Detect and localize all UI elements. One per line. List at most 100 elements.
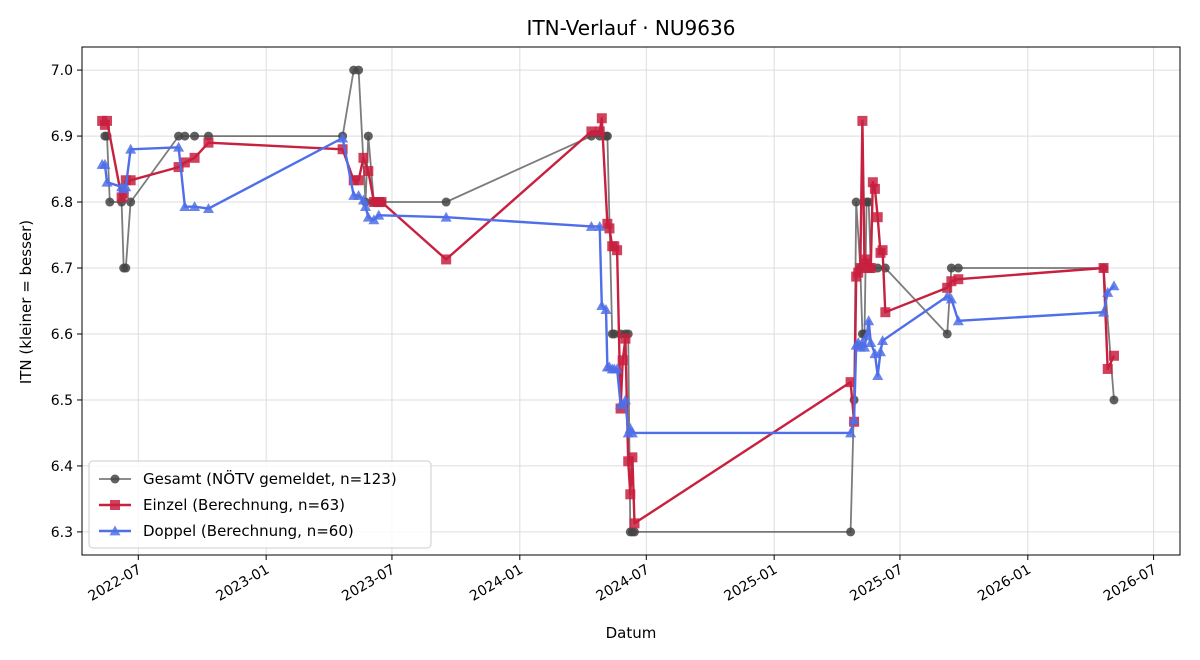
data-point-einzel	[953, 274, 964, 285]
data-point-doppel	[611, 363, 623, 374]
data-point-doppel	[626, 427, 638, 438]
plot-frame	[81, 46, 1181, 556]
data-point-einzel	[363, 166, 374, 177]
data-point-doppel	[189, 201, 201, 212]
data-point-einzel	[617, 355, 628, 366]
data-point-doppel	[848, 414, 860, 425]
data-point-einzel	[358, 152, 369, 163]
data-point-einzel	[102, 115, 113, 126]
data-point-gesamt	[851, 197, 861, 207]
data-point-doppel	[362, 211, 374, 222]
data-point-gesamt	[629, 527, 639, 537]
data-point-doppel	[594, 220, 606, 231]
data-point-gesamt	[942, 329, 952, 339]
data-point-einzel	[946, 276, 957, 287]
data-point-doppel	[357, 194, 369, 205]
data-point-gesamt	[946, 263, 956, 273]
data-point-einzel	[604, 223, 615, 234]
data-point-einzel	[376, 197, 387, 208]
data-point-einzel	[441, 254, 452, 265]
y-tick-label: 6.3	[51, 525, 73, 541]
data-point-doppel	[120, 181, 132, 192]
data-point-einzel	[629, 518, 640, 529]
legend-label-doppel: Doppel (Berechnung, n=60)	[143, 522, 354, 540]
data-point-doppel	[360, 201, 372, 212]
legend-label-einzel: Einzel (Berechnung, n=63)	[143, 496, 345, 514]
series-layer	[96, 65, 1120, 537]
data-point-doppel	[872, 370, 884, 380]
data-point-gesamt	[846, 527, 856, 537]
y-tick-label: 6.4	[51, 459, 73, 475]
data-point-einzel	[869, 183, 880, 194]
legend-label-gesamt: Gesamt (NÖTV gemeldet, n=123)	[143, 469, 397, 488]
data-point-gesamt	[363, 131, 373, 141]
data-point-doppel	[1098, 306, 1110, 317]
y-axis-title: ITN (kleiner = besser)	[17, 220, 35, 384]
legend-marker-gesamt	[110, 474, 120, 484]
data-point-doppel	[600, 304, 612, 314]
data-point-doppel	[865, 337, 877, 347]
data-point-doppel	[179, 201, 191, 212]
data-point-einzel	[203, 137, 214, 148]
chart-title: ITN-Verlauf · NU9636	[527, 16, 736, 40]
data-point-einzel	[1098, 263, 1109, 274]
data-point-gesamt	[1109, 395, 1119, 405]
data-point-einzel	[1102, 363, 1113, 374]
data-point-einzel	[1108, 350, 1119, 361]
legend: Gesamt (NÖTV gemeldet, n=123) Einzel (Ber…	[88, 460, 432, 549]
data-point-doppel	[202, 203, 214, 214]
data-point-einzel	[118, 188, 129, 199]
data-point-doppel	[845, 427, 857, 438]
data-point-einzel	[867, 177, 878, 188]
data-point-doppel	[952, 315, 964, 326]
data-point-doppel	[619, 394, 631, 405]
data-point-doppel	[337, 132, 349, 143]
data-point-einzel	[627, 452, 638, 463]
data-point-gesamt	[190, 131, 200, 141]
data-point-gesamt	[441, 197, 451, 207]
data-point-doppel	[863, 315, 875, 326]
data-point-einzel	[179, 157, 190, 168]
y-tick-label: 6.7	[51, 261, 73, 277]
y-tick-label: 6.8	[51, 195, 73, 211]
data-point-gesamt	[174, 131, 184, 141]
data-point-einzel	[625, 489, 636, 500]
data-point-einzel	[189, 152, 200, 163]
data-point-einzel	[845, 377, 856, 388]
data-point-doppel	[101, 176, 113, 187]
data-point-einzel	[125, 175, 136, 186]
data-point-einzel	[353, 175, 364, 186]
x-axis-title: Datum	[606, 624, 657, 642]
data-point-doppel	[353, 189, 365, 200]
data-point-einzel	[620, 333, 631, 344]
data-point-doppel	[1108, 280, 1120, 291]
data-point-doppel	[861, 330, 873, 341]
data-point-einzel	[612, 245, 623, 256]
data-point-doppel	[173, 141, 185, 152]
data-point-doppel	[1102, 286, 1114, 297]
data-point-einzel	[586, 126, 597, 137]
y-tick-label: 7.0	[51, 63, 73, 79]
data-point-gesamt	[126, 197, 136, 207]
data-point-gesamt	[121, 263, 131, 273]
data-point-einzel	[596, 113, 607, 124]
grid-layer	[82, 47, 1180, 555]
legend-box	[88, 460, 432, 549]
series-doppel	[96, 132, 1120, 438]
data-point-einzel	[872, 212, 883, 223]
legend-marker-doppel	[109, 525, 121, 536]
y-tick-label: 6.6	[51, 327, 73, 343]
data-point-einzel	[337, 144, 348, 155]
data-point-doppel	[373, 209, 385, 220]
data-point-einzel	[173, 162, 184, 173]
data-point-gesamt	[354, 65, 364, 75]
data-point-doppel	[874, 346, 886, 357]
data-point-doppel	[99, 158, 111, 169]
data-point-einzel	[594, 126, 605, 137]
data-point-einzel	[857, 115, 868, 126]
y-tick-label: 6.5	[51, 393, 73, 409]
data-point-doppel	[877, 335, 889, 345]
